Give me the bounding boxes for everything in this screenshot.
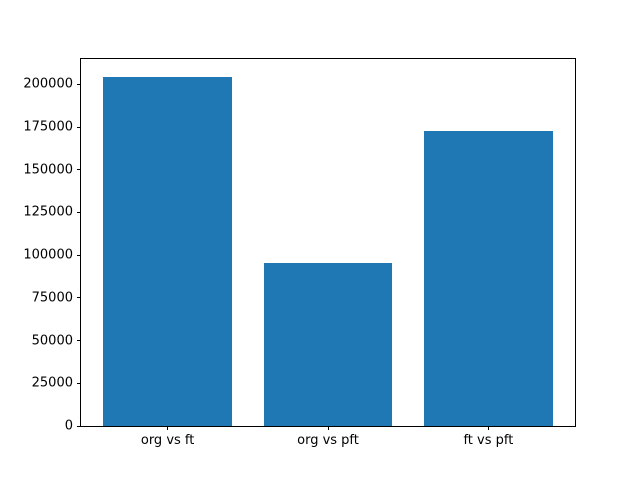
x-axis-tick-label: org vs pft [297,433,359,448]
y-axis-tick-mark [77,211,81,213]
bar [263,263,393,426]
y-axis-tick-label: 175000 [23,119,73,135]
x-axis-tick-mark [487,426,489,430]
y-axis-tick-mark [77,169,81,171]
y-axis-tick-label: 75000 [31,290,73,306]
y-axis-tick-label: 0 [64,418,73,434]
x-axis-tick-label: org vs ft [140,433,195,448]
bar [103,76,232,426]
y-axis-tick-label: 150000 [23,162,73,178]
y-axis-tick-label: 25000 [31,375,73,391]
y-axis-tick-label: 100000 [23,247,73,263]
y-axis-tick-label: 125000 [23,204,73,220]
y-axis-tick-mark [77,254,81,256]
bar [424,130,553,426]
plot-area: 0 25000 50000 75000 100000 125000 150000 175000… [23,58,576,447]
x-axis-tick-label: ft vs pft [463,433,514,448]
y-axis-tick-mark [77,425,81,427]
x-axis-tick-mark [327,426,329,430]
y-axis-tick-label: 50000 [31,333,73,349]
y-axis-tick-mark [77,126,81,128]
y-axis-tick-mark [77,382,81,384]
x-axis-tick-mark [167,426,169,430]
y-axis-tick-mark [77,297,81,299]
y-axis-tick-mark [77,83,81,85]
y-axis-tick-label: 200000 [23,76,73,92]
y-axis-tick-mark [77,340,81,342]
